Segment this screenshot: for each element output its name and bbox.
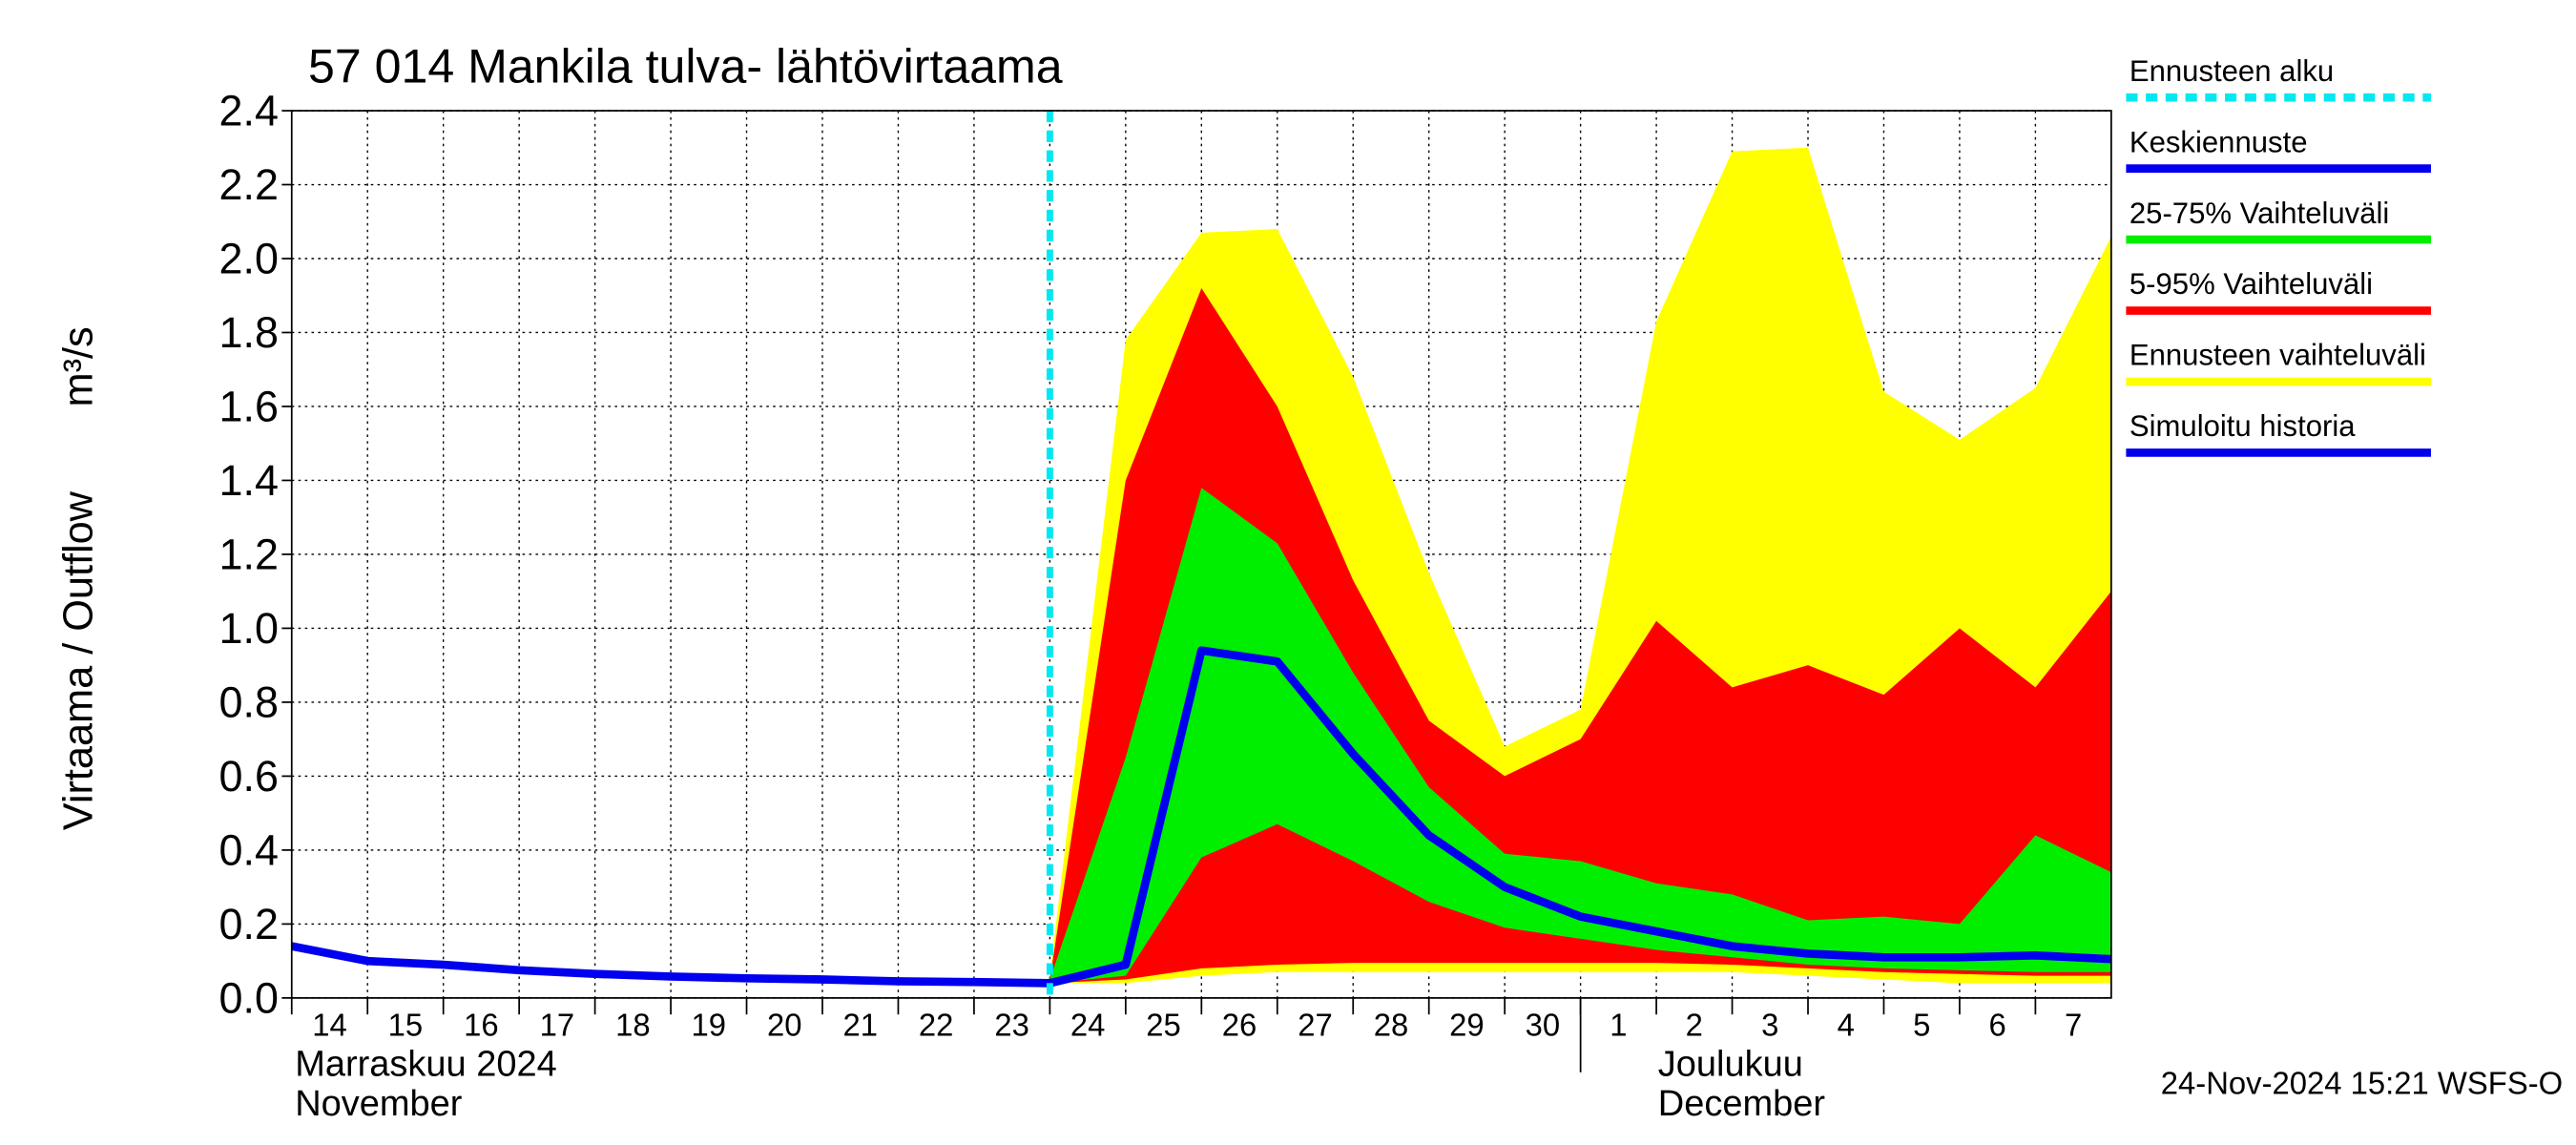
x-tick-label: 17 xyxy=(540,1008,575,1043)
x-tick-label: 27 xyxy=(1298,1008,1333,1043)
y-tick-label: 1.6 xyxy=(219,383,279,431)
x-tick-label: 20 xyxy=(767,1008,802,1043)
x-tick-label: 23 xyxy=(994,1008,1029,1043)
x-tick-label: 29 xyxy=(1449,1008,1485,1043)
y-axis-unit: m³/s xyxy=(56,326,102,406)
x-tick-label: 14 xyxy=(312,1008,347,1043)
y-tick-label: 0.8 xyxy=(219,677,279,726)
x-tick-label: 25 xyxy=(1146,1008,1181,1043)
x-tick-label: 19 xyxy=(692,1008,727,1043)
x-tick-label: 21 xyxy=(842,1008,878,1043)
x-tick-label: 24 xyxy=(1070,1008,1106,1043)
band-area xyxy=(1049,488,2111,984)
y-tick-label: 0.4 xyxy=(219,825,279,874)
chart-title: 57 014 Mankila tulva- lähtövirtaama xyxy=(308,40,1063,94)
x-tick-label: 2 xyxy=(1686,1008,1703,1043)
y-tick-label: 1.4 xyxy=(219,456,279,505)
x-tick-label: 5 xyxy=(1913,1008,1930,1043)
x-tick-label: 28 xyxy=(1374,1008,1409,1043)
x-tick-label: 3 xyxy=(1761,1008,1778,1043)
line-series xyxy=(290,942,1050,988)
y-tick-label: 1.8 xyxy=(219,308,279,357)
x-tick-label: 22 xyxy=(919,1008,954,1043)
legend-label: Ennusteen alku xyxy=(2129,54,2334,88)
legend-label: Ennusteen vaihteluväli xyxy=(2129,339,2426,372)
y-tick-label: 1.2 xyxy=(219,530,279,578)
x-tick-label: 26 xyxy=(1222,1008,1257,1043)
month-label: December xyxy=(1658,1084,1826,1124)
legend-label: 5-95% Vaihteluväli xyxy=(2129,267,2373,301)
footer: 24-Nov-2024 15:21 WSFS-O xyxy=(2161,1065,2563,1100)
x-tick-label: 15 xyxy=(388,1008,424,1043)
y-axis-label: Virtaama / Outflow xyxy=(56,490,102,830)
x-tick-label: 6 xyxy=(1989,1008,2006,1043)
line-series xyxy=(1049,646,2112,988)
y-tick-label: 0.6 xyxy=(219,752,279,801)
month-label: November xyxy=(295,1084,463,1124)
x-tick-label: 18 xyxy=(615,1008,651,1043)
x-tick-label: 4 xyxy=(1838,1008,1855,1043)
month-label: Joulukuu xyxy=(1658,1044,1803,1084)
y-tick-label: 0.2 xyxy=(219,900,279,948)
y-tick-label: 0.0 xyxy=(219,973,279,1022)
y-tick-label: 2.0 xyxy=(219,235,279,283)
x-tick-label: 7 xyxy=(2065,1008,2082,1043)
x-tick-label: 30 xyxy=(1526,1008,1561,1043)
x-tick-label: 16 xyxy=(464,1008,499,1043)
y-tick-label: 1.0 xyxy=(219,604,279,653)
month-label: Marraskuu 2024 xyxy=(295,1044,556,1084)
y-tick-label: 2.4 xyxy=(219,87,279,135)
legend-label: Keskiennuste xyxy=(2129,125,2308,158)
x-tick-label: 1 xyxy=(1610,1008,1627,1043)
y-tick-label: 2.2 xyxy=(219,160,279,209)
legend-label: 25-75% Vaihteluväli xyxy=(2129,197,2389,230)
legend-label: Simuloitu historia xyxy=(2129,409,2356,443)
